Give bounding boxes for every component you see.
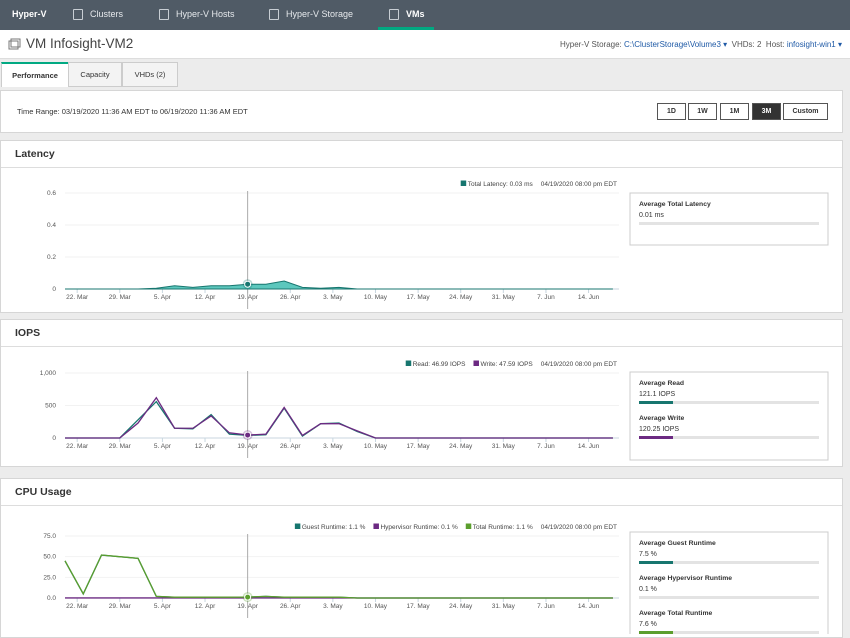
nav-item[interactable]: Hyper-V Hosts — [176, 0, 235, 30]
section-panel: IOPS — [0, 319, 843, 467]
tab[interactable]: Capacity — [68, 62, 122, 87]
range-button[interactable]: Custom — [783, 103, 828, 120]
caret[interactable]: ▾ — [836, 40, 842, 49]
section-title-bar — [1, 320, 842, 347]
section-title-bar — [1, 141, 842, 168]
host-label: Host: — [766, 40, 785, 49]
section-panel: CPU Usage — [0, 478, 843, 638]
nav-icon — [159, 9, 169, 20]
nav-item[interactable]: VMs — [406, 0, 425, 30]
tab[interactable]: VHDs (2) — [122, 62, 178, 87]
vhds-value: 2 — [757, 40, 761, 49]
nav-icon — [73, 9, 83, 20]
nav-icon — [269, 9, 279, 20]
section-title: IOPS — [15, 327, 40, 339]
vhds-label: VHDs: — [732, 40, 755, 49]
top-nav: Hyper-V Clusters Hyper-V Hosts Hyper-V Stor… — [0, 0, 850, 30]
brand: Hyper-V — [12, 0, 47, 30]
range-button[interactable]: 3M — [752, 103, 781, 120]
host-link[interactable]: infosight-win1 — [787, 40, 836, 49]
section-title: CPU Usage — [15, 486, 72, 498]
caret[interactable]: ▾ — [721, 40, 727, 49]
nav-item[interactable]: Clusters — [90, 0, 123, 30]
time-range-text: Time Range: 03/19/2020 11:36 AM EDT to 0… — [17, 107, 248, 116]
section-title-bar — [1, 479, 842, 506]
vm-meta: Hyper-V Storage: C:\ClusterStorage\Volum… — [560, 40, 842, 49]
nav-item[interactable]: Hyper-V Storage — [286, 0, 353, 30]
tab[interactable]: Performance — [1, 62, 69, 87]
section-title: Latency — [15, 148, 55, 160]
storage-label: Hyper-V Storage: — [560, 40, 622, 49]
section-panel: Latency — [0, 140, 843, 313]
vm-title: VM Infosight-VM2 — [26, 36, 133, 51]
nav-icon — [389, 9, 399, 20]
range-button[interactable]: 1D — [657, 103, 686, 120]
range-button[interactable]: 1M — [720, 103, 749, 120]
header: VM Infosight-VM2 Hyper-V Storage: C:\Clu… — [0, 30, 850, 59]
range-button[interactable]: 1W — [688, 103, 717, 120]
storage-link[interactable]: C:\ClusterStorage\Volume3 — [624, 40, 721, 49]
vm-icon — [8, 38, 21, 51]
